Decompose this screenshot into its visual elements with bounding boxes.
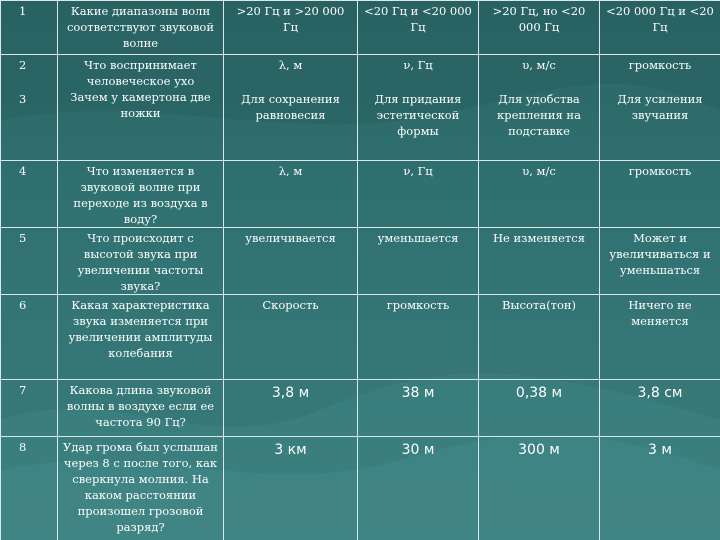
table-row: 8 Удар грома был услышан через 8 с после… <box>0 436 720 540</box>
answer-d-cell: 3 м <box>599 436 720 540</box>
answer-b-cell: 38 м <box>357 379 479 437</box>
row-number: 6 <box>0 294 58 380</box>
question-cell: Какие диапазоны волн соответствуют звуко… <box>57 0 224 55</box>
answer-a-cell: 3,8 м <box>223 379 358 437</box>
answer-c-cell: υ, м/с <box>478 160 600 228</box>
answer-c-cell: Не изменяется <box>478 227 600 295</box>
answer-d-cell: Может и увеличиваться и уменьшаться <box>599 227 720 295</box>
answer-c-cell: 300 м <box>478 436 600 540</box>
table-row: 1 Какие диапазоны волн соответствуют зву… <box>0 0 720 55</box>
row-number: 5 <box>0 227 58 295</box>
row-number: 4 <box>0 160 58 228</box>
answer-text: Для придания эстетической формы <box>374 92 462 138</box>
answer-b-cell: <20 Гц и <20 000 Гц <box>357 0 479 55</box>
answer-c-cell: υ, м/с Для удобства крепления на подстав… <box>478 54 600 161</box>
question-cell: Удар грома был услышан через 8 с после т… <box>57 436 224 540</box>
answer-a-cell: >20 Гц и >20 000 Гц <box>223 0 358 55</box>
answer-b-cell: ν, Гц Для придания эстетической формы <box>357 54 479 161</box>
question-cell: Что происходит с высотой звука при увели… <box>57 227 224 295</box>
answer-d-cell: Ничего не меняется <box>599 294 720 380</box>
row-number: 8 <box>0 436 58 540</box>
answer-text: Для сохранения равновесия <box>241 92 340 122</box>
answer-b-cell: ν, Гц <box>357 160 479 228</box>
answer-c-cell: >20 Гц, но <20 000 Гц <box>478 0 600 55</box>
answer-a-cell: увеличивается <box>223 227 358 295</box>
row-number: 3 <box>19 92 27 106</box>
answer-text: Для усиления звучания <box>617 92 703 122</box>
table-row: 2 3 Что воспринимает человеческое ухо За… <box>0 54 720 161</box>
answer-b-cell: громкость <box>357 294 479 380</box>
answer-d-cell: <20 000 Гц и <20 Гц <box>599 0 720 55</box>
table-row: 4 Что изменяется в звуковой волне при пе… <box>0 160 720 228</box>
answer-text: Для удобства крепления на подставке <box>497 92 581 138</box>
answer-text: ν, Гц <box>403 58 433 72</box>
question-cell: Какая характеристика звука изменяется пр… <box>57 294 224 380</box>
row-number: 7 <box>0 379 58 437</box>
answer-d-cell: громкость <box>599 160 720 228</box>
question-cell: Что изменяется в звуковой волне при пере… <box>57 160 224 228</box>
question-text: Зачем у камертона две ножки <box>70 90 211 120</box>
question-text: Что воспринимает человеческое ухо <box>84 58 197 88</box>
answer-a-cell: λ, м <box>223 160 358 228</box>
question-cell: Какова длина звуковой волны в воздухе ес… <box>57 379 224 437</box>
answer-text: λ, м <box>278 58 303 72</box>
table-row: 5 Что происходит с высотой звука при уве… <box>0 227 720 295</box>
table-row: 6 Какая характеристика звука изменяется … <box>0 294 720 380</box>
answer-a-cell: 3 км <box>223 436 358 540</box>
answer-c-cell: Высота(тон) <box>478 294 600 380</box>
answer-text: громкость <box>628 58 692 72</box>
row-number-cell: 2 3 <box>0 54 58 161</box>
answer-b-cell: уменьшается <box>357 227 479 295</box>
row-number: 2 <box>19 58 27 72</box>
answer-text: υ, м/с <box>522 58 556 72</box>
answer-d-cell: 3,8 см <box>599 379 720 437</box>
question-cell: Что воспринимает человеческое ухо Зачем … <box>57 54 224 161</box>
answer-d-cell: громкость Для усиления звучания <box>599 54 720 161</box>
answer-c-cell: 0,38 м <box>478 379 600 437</box>
row-number: 1 <box>0 0 58 55</box>
answer-a-cell: λ, м Для сохранения равновесия <box>223 54 358 161</box>
answer-b-cell: 30 м <box>357 436 479 540</box>
table-row: 7 Какова длина звуковой волны в воздухе … <box>0 379 720 437</box>
answer-a-cell: Скорость <box>223 294 358 380</box>
